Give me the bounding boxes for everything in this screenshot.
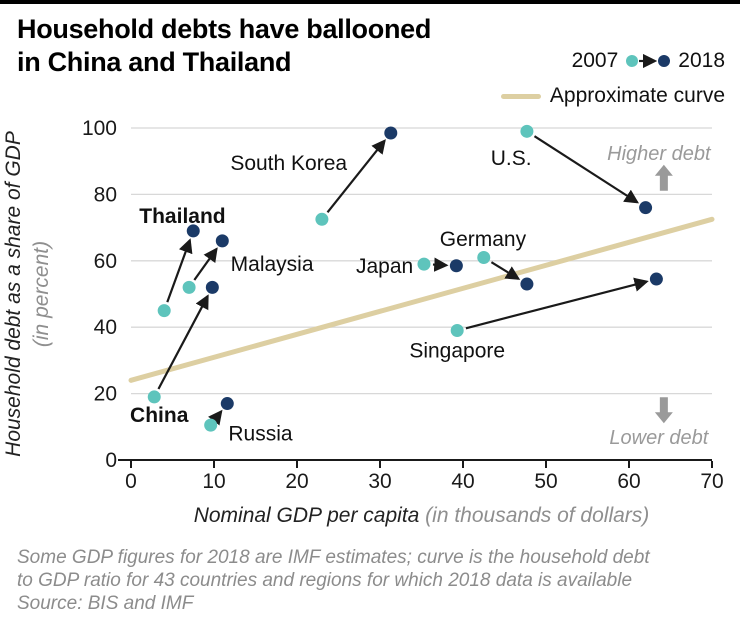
y-tick-label-20: 20 (94, 383, 117, 406)
point-2007-u-s (520, 124, 534, 138)
x-tick-label-20: 20 (285, 470, 308, 493)
page-title: Household debts have ballooned in China … (17, 13, 431, 79)
arrow-singapore (465, 277, 649, 330)
arrow-thailand (166, 238, 193, 303)
x-tick-label-50: 50 (534, 470, 557, 493)
country-label-singapore: Singapore (409, 339, 505, 362)
approximate-curve-swatch-icon (500, 93, 541, 99)
page-title-line1: Household debts have ballooned (17, 14, 432, 44)
x-tick-label-60: 60 (617, 470, 640, 493)
approximate-curve-line (128, 216, 715, 383)
point-2018-malaysia (215, 234, 229, 248)
legend-curve: Approximate curve (500, 84, 725, 108)
footnote-source: Source: BIS and IMF (17, 593, 194, 614)
point-2018-japan (449, 259, 463, 273)
country-label-china: China (130, 404, 189, 427)
y-tick-label-100: 100 (82, 117, 117, 140)
annotation-higher-debt: Higher debt (607, 143, 712, 165)
down-arrow-icon (654, 397, 673, 424)
point-2018-south-korea (384, 126, 398, 140)
x-tick-label-40: 40 (451, 470, 474, 493)
x-tick-label-0: 0 (125, 470, 137, 493)
country-label-u-s: U.S. (491, 147, 532, 170)
legend-2007-to-2018-arrow-icon (626, 53, 671, 69)
x-axis-title: Nominal GDP per capita (in thousands of … (194, 504, 650, 527)
point-2018-u-s (639, 201, 653, 215)
country-label-germany: Germany (440, 228, 527, 251)
arrow-germany (490, 261, 521, 280)
point-2007-japan (417, 257, 431, 271)
point-2007-thailand (157, 304, 171, 318)
point-2018-germany (520, 277, 534, 291)
country-label-malaysia: Malaysia (231, 253, 314, 276)
scatter-chart: 0 10 20 30 40 50 60 70 0 20 40 60 80 100 Thailand Malay… (2, 117, 724, 527)
arrow-japan (432, 257, 449, 272)
country-label-thailand: Thailand (139, 205, 225, 228)
y-tick-label-0: 0 (105, 449, 117, 472)
arrow-south-korea (326, 139, 386, 213)
country-label-russia: Russia (228, 422, 293, 445)
legend-dot-2007 (626, 55, 639, 67)
annotation-lower-debt: Lower debt (609, 427, 709, 449)
x-tick-label-10: 10 (202, 470, 225, 493)
point-2007-russia (204, 418, 218, 432)
footnote-line2: to GDP ratio for 43 countries and region… (17, 570, 633, 591)
point-2007-malaysia (182, 280, 196, 294)
arrow-malaysia (193, 247, 218, 281)
arrow-russia (208, 409, 223, 426)
y-tick-label-40: 40 (94, 316, 117, 339)
country-label-japan: Japan (356, 255, 413, 278)
legend-curve-label: Approximate curve (549, 84, 725, 107)
y-tick-label-80: 80 (94, 183, 117, 206)
up-arrow-icon (654, 164, 673, 191)
footnote-line1: Some GDP figures for 2018 are IMF estima… (17, 547, 650, 568)
country-label-south-korea: South Korea (230, 152, 347, 175)
x-tick-label-30: 30 (368, 470, 391, 493)
top-border (0, 0, 740, 4)
point-2007-singapore (450, 324, 464, 338)
x-tick-label-70: 70 (700, 470, 723, 493)
legend-years: 2007 2018 (572, 49, 725, 73)
point-2007-germany (477, 250, 491, 264)
y-axis-title: Household debt as a share of GDP (2, 131, 25, 457)
point-2007-china (147, 390, 161, 404)
point-2018-russia (220, 397, 234, 411)
arrow-china (157, 294, 209, 390)
legend-year-2018-label: 2018 (678, 49, 725, 72)
legend-dot-2018 (658, 55, 671, 67)
point-2018-thailand (186, 224, 200, 238)
point-2018-singapore (649, 272, 663, 286)
page-title-line2: in China and Thailand (17, 47, 292, 77)
footnote: Some GDP figures for 2018 are IMF estima… (17, 546, 650, 615)
legend-year-2007-label: 2007 (571, 49, 619, 72)
point-2018-china (205, 280, 219, 294)
y-tick-label-60: 60 (94, 250, 117, 273)
y-axis-subtitle: (in percent) (30, 241, 53, 347)
point-2007-south-korea (315, 212, 329, 226)
arrow-u-s (533, 135, 639, 204)
